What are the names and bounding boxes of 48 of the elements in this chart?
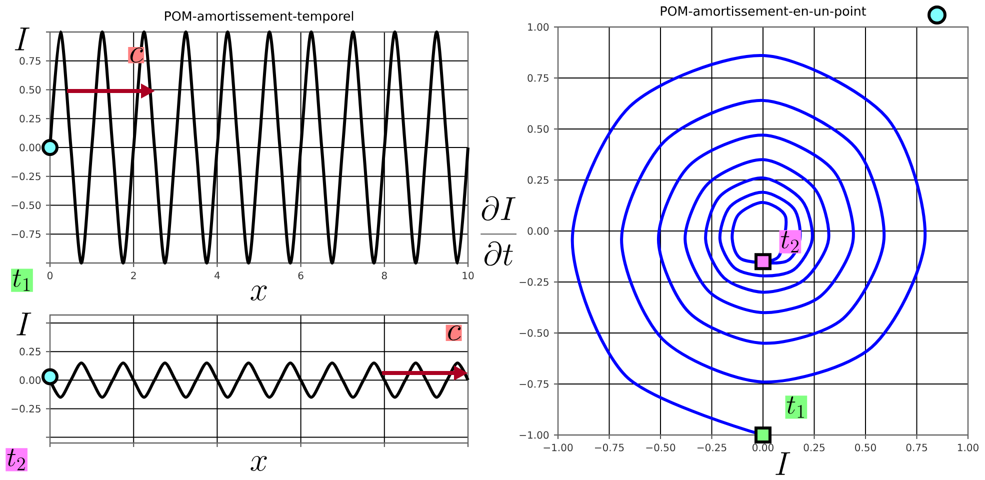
x-tick-label: 10 (462, 272, 474, 280)
y-tick-label: 0.50 (528, 125, 549, 133)
x-tick-label: 8 (382, 272, 387, 280)
y-tick-label: −0.25 (12, 172, 40, 180)
annotation: $c$ (448, 325, 461, 340)
y-tick-label: −0.50 (520, 329, 549, 337)
x-axis-title: $x$ (250, 456, 267, 471)
x-tick-label: −0.50 (646, 444, 676, 452)
x-tick-label: 0.75 (906, 444, 927, 452)
y-tick-label: 0.25 (20, 348, 40, 356)
y-tick-label: 0.25 (528, 176, 548, 184)
y-axis-title: $\frac{\partial I}{\partial t}$ (480, 196, 516, 266)
text: $t_2$ (7, 448, 25, 470)
x-tick-label: 6 (298, 272, 304, 280)
y-tick-label: 1.00 (528, 23, 549, 31)
annotation: $c$ (130, 48, 143, 63)
x-tick-label: 0.00 (752, 444, 774, 452)
x-tick-label: 0.50 (855, 444, 876, 452)
y-tick-label: −1.00 (520, 431, 549, 439)
annotation: $t_2$ (780, 230, 798, 252)
y-tick-label: 0.25 (20, 114, 40, 122)
y-tick-label: 0.75 (20, 57, 40, 65)
x-axis-title: $I$ (776, 452, 790, 475)
y-tick-label: 0.00 (20, 376, 41, 384)
chart-title: POM-amortissement-en-un-point (660, 6, 866, 18)
x-tick-label: 1.00 (958, 444, 978, 452)
y-axis-title: $I$ (16, 312, 32, 336)
chart-title: POM-amortissement-temporel (165, 11, 354, 24)
y-tick-label: −0.25 (520, 278, 548, 286)
y-tick-label: 0.50 (20, 86, 41, 94)
y-tick-label: 0.75 (528, 74, 548, 82)
x-tick-label: 2 (131, 272, 136, 280)
y-tick-label: −0.50 (12, 201, 41, 210)
y-tick-label: 0.00 (528, 227, 549, 235)
y-axis-title: $I$ (14, 28, 30, 50)
x-tick-label: −1.00 (544, 444, 573, 452)
text: $t_1$ (12, 269, 30, 291)
annotation: $t_1$ (786, 396, 804, 418)
x-tick-label: −0.25 (698, 444, 726, 452)
x-tick-label: 4 (214, 272, 220, 279)
x-axis-title: $x$ (250, 286, 267, 301)
x-tick-label: −0.75 (595, 444, 624, 452)
x-tick-label: 0.25 (804, 444, 824, 452)
x-tick-label: 0 (47, 272, 53, 280)
y-tick-label: 0.00 (20, 144, 41, 152)
y-tick-label: −0.75 (12, 230, 40, 238)
y-tick-label: −0.25 (12, 404, 40, 412)
y-tick-label: −0.75 (520, 380, 548, 388)
